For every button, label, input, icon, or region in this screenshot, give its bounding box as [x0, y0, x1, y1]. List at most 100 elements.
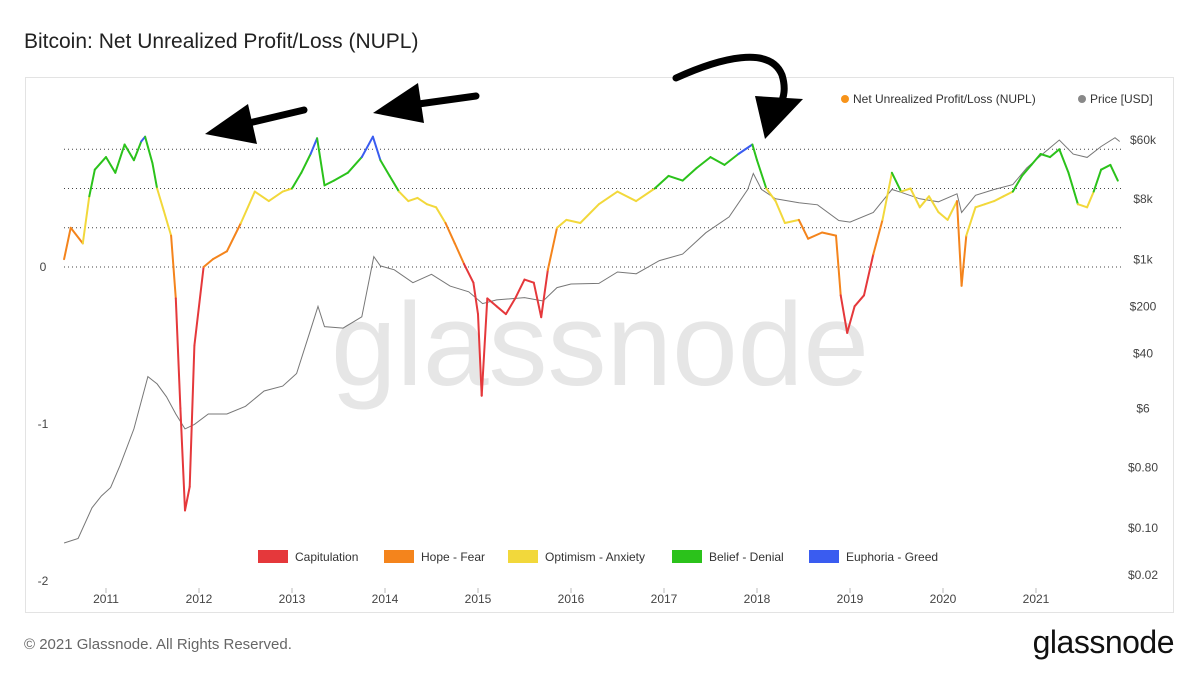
x-tick-label: 2014 [372, 592, 399, 606]
zone-legend-label: Hope - Fear [421, 550, 485, 564]
nupl-segment [900, 187, 912, 193]
nupl-segment [918, 195, 930, 209]
nupl-segment [797, 218, 810, 240]
nupl-segment [179, 407, 186, 512]
nupl-segment [291, 171, 303, 190]
nupl-segment [523, 278, 535, 284]
nupl-segment [556, 218, 568, 229]
nupl-segment [193, 266, 205, 347]
annotation-arrowhead-2011 [205, 104, 257, 144]
nupl-segment [379, 159, 391, 177]
nupl-segment [765, 187, 777, 203]
chart-panel [25, 77, 1174, 613]
zone-legend-swatch [258, 550, 288, 563]
y-right-tick-label: $1k [1133, 252, 1153, 266]
nupl-segment [267, 190, 284, 203]
y-right-tick-label: $8k [1133, 192, 1153, 206]
nupl-segment [1076, 203, 1089, 209]
nupl-segment [807, 231, 824, 240]
nupl-segment [756, 159, 768, 190]
y-right-tick-label: $60k [1130, 133, 1157, 147]
nupl-segment [114, 143, 126, 174]
y-left-tick-label: -1 [38, 417, 49, 431]
nupl-segment [946, 200, 958, 221]
nupl-segment [444, 222, 456, 245]
nupl-segment [463, 262, 475, 284]
nupl-segment [863, 253, 875, 297]
nupl-segment [156, 187, 165, 212]
zone-legend-label: Optimism - Anxiety [545, 550, 645, 564]
nupl-segment [681, 167, 698, 182]
nupl-legend-dot [841, 95, 849, 103]
nupl-segment [597, 190, 619, 206]
nupl-segment [105, 156, 117, 174]
nupl-segment [1109, 163, 1119, 182]
x-tick-label: 2016 [558, 592, 585, 606]
annotation-arrowhead-2013 [373, 83, 424, 123]
nupl-segment [709, 156, 726, 166]
zone-legend-swatch [384, 550, 414, 563]
nupl-segment [532, 281, 543, 319]
watermark-text: glassnode [331, 279, 869, 411]
nupl-segment [1067, 171, 1079, 206]
nupl-segment [407, 196, 419, 203]
nupl-segment [123, 143, 135, 162]
nupl-segment [774, 200, 786, 224]
y-right-tick-label: $6 [1136, 402, 1150, 416]
annotation-arrow-2017 [672, 53, 788, 108]
nupl-segment [783, 218, 800, 224]
nupl-segment [695, 156, 712, 170]
nupl-segment [281, 187, 293, 193]
nupl-segment [1086, 190, 1095, 209]
x-tick-label: 2017 [651, 592, 678, 606]
nupl-segment [132, 140, 143, 162]
nupl-segment [81, 195, 91, 245]
nupl-segment [960, 234, 968, 287]
nupl-segment [514, 278, 526, 300]
nupl-segment [956, 200, 963, 287]
y-right-tick-label: $200 [1130, 299, 1157, 313]
y-right-tick-label: $0.80 [1128, 460, 1158, 474]
nupl-segment [93, 156, 107, 171]
nupl-segment [565, 218, 582, 224]
nupl-segment [360, 135, 374, 159]
nupl-segment [723, 153, 740, 166]
x-tick-label: 2020 [930, 592, 957, 606]
nupl-segment [1002, 190, 1014, 198]
nupl-segment [835, 234, 842, 297]
nupl-segment [937, 211, 949, 221]
price-legend-dot [1078, 95, 1086, 103]
nupl-segment [63, 226, 72, 261]
nupl-segment [821, 231, 837, 237]
nupl-segment [546, 226, 558, 272]
copyright-text: © 2021 Glassnode. All Rights Reserved. [24, 636, 292, 653]
y-right-tick-label: $40 [1133, 346, 1153, 360]
nupl-segment [202, 258, 214, 268]
nupl-segment [1030, 153, 1042, 166]
nupl-segment [88, 168, 96, 198]
zone-legend-swatch [809, 550, 839, 563]
nupl-segment [486, 297, 498, 308]
zone-legend-label: Euphoria - Greed [846, 550, 938, 564]
nupl-segment [983, 200, 996, 206]
nupl-segment [737, 143, 754, 155]
nupl-segment [579, 203, 600, 224]
nupl-legend-label: Net Unrealized Profit/Loss (NUPL) [853, 92, 1036, 106]
nupl-segment [435, 206, 447, 224]
x-tick-label: 2018 [744, 592, 771, 606]
nupl-segment [1092, 168, 1103, 193]
x-tick-label: 2013 [279, 592, 306, 606]
nupl-segment [667, 174, 684, 182]
nupl-segment [225, 222, 242, 253]
zone-legend-label: Belief - Denial [709, 550, 784, 564]
zone-legend-swatch [508, 550, 538, 563]
x-tick-label: 2021 [1023, 592, 1050, 606]
nupl-segment [540, 269, 549, 319]
nupl-segment [909, 187, 921, 209]
nupl-segment [416, 196, 428, 206]
nupl-segment [616, 190, 638, 203]
y-left-tick-label: -2 [38, 574, 49, 588]
nupl-segment [495, 305, 507, 316]
nupl-segment [388, 174, 400, 193]
